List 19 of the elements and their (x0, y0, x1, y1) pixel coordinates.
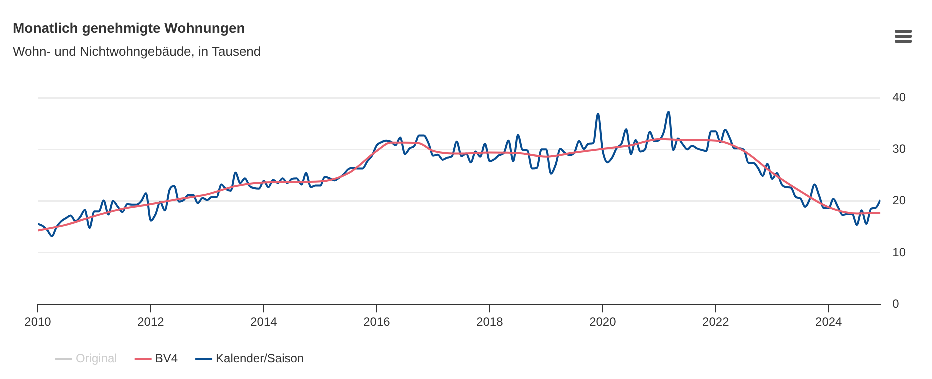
y-tick-label: 40 (892, 90, 906, 104)
legend-label: BV4 (155, 351, 178, 366)
y-tick-label: 10 (892, 245, 906, 260)
legend-label: Kalender/Saison (216, 351, 304, 366)
y-tick-label: 30 (892, 142, 906, 156)
line-series (38, 110, 881, 238)
x-tick-label: 2022 (702, 315, 730, 330)
x-tick-label: 2018 (476, 315, 504, 330)
y-tick-label: 20 (892, 194, 906, 208)
y-tick-label: 0 (892, 296, 900, 311)
x-tick-label: 2016 (364, 315, 391, 330)
x-tick-label: 2020 (590, 315, 617, 330)
x-tick-label: 2010 (24, 315, 52, 330)
x-tick-label: 2024 (816, 315, 843, 330)
x-tick-label: 2012 (138, 315, 165, 330)
line-series (38, 138, 881, 232)
x-tick-label: 2014 (250, 315, 278, 330)
chart-title: Monatlich genehmigte Wohnungen (13, 20, 246, 36)
chart-subtitle: Wohn- und Nichtwohngebäude, in Tausend (13, 44, 262, 59)
